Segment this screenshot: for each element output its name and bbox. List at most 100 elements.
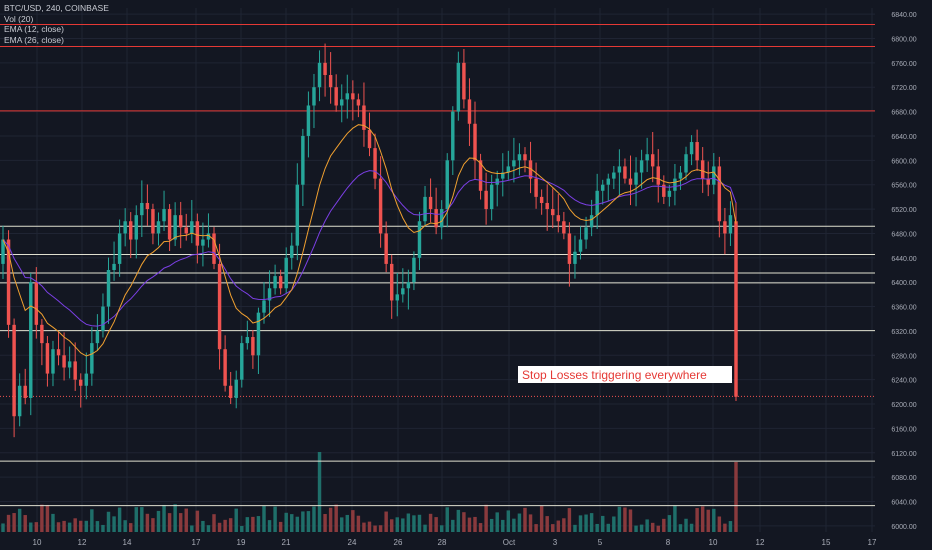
volume-bar — [712, 508, 716, 532]
chart-legend: BTC/USD, 240, COINBASE Vol (20) EMA (12,… — [4, 3, 109, 45]
indicator-ema-12[interactable]: EMA (12, close) — [4, 24, 64, 34]
time-tick-label: 17 — [868, 538, 877, 547]
price-tick-label: 6720.00 — [891, 85, 916, 92]
candle-body — [40, 324, 44, 344]
candle-body — [145, 202, 150, 210]
price-tick-label: 6800.00 — [891, 36, 916, 43]
candle-body — [345, 93, 350, 100]
annotation-box — [518, 366, 732, 383]
volume-bar — [695, 508, 699, 532]
time-tick-label: 5 — [598, 538, 603, 547]
volume-bar — [267, 520, 272, 532]
candle-body — [439, 209, 444, 228]
price-tick-label: 6840.00 — [891, 12, 916, 19]
candle-body — [501, 172, 505, 179]
volume-bar — [306, 511, 311, 532]
candle-body — [112, 263, 116, 270]
volume-bar — [634, 525, 638, 532]
price-tick-label: 6680.00 — [891, 110, 916, 117]
volume-bar — [728, 521, 733, 532]
candle-body — [295, 184, 300, 246]
candle-body — [251, 337, 255, 356]
price-axis[interactable]: 6000.00 6040.00 6080.00 6120.00 6160.00 6200.… — [875, 0, 932, 550]
candle-body — [34, 282, 39, 325]
candle-body — [573, 251, 577, 264]
volume-bar — [178, 513, 183, 532]
time-axis[interactable]: 10 12 14 17 19 21 24 26 28 Oct 3 5 8 10 12 15 17 — [33, 538, 877, 547]
candle-body — [712, 166, 716, 185]
volume-bar — [367, 521, 372, 532]
annotation-text: Stop Losses triggering everywhere — [522, 368, 707, 382]
candle-body — [601, 184, 605, 191]
volume-bar — [212, 514, 216, 532]
price-tick-label: 6760.00 — [891, 61, 916, 68]
time-tick-label: 24 — [348, 538, 357, 547]
candle-body — [351, 93, 355, 100]
volume-bar — [84, 520, 89, 532]
time-tick-label: 12 — [756, 538, 765, 547]
volume-bar — [417, 514, 422, 532]
volume-bar — [617, 506, 622, 532]
volume-bar — [140, 507, 144, 532]
time-tick-label: 10 — [709, 538, 718, 547]
ema-12-line — [2, 124, 737, 357]
candle-body — [489, 184, 494, 210]
candle-body — [101, 306, 105, 331]
candle-body — [534, 178, 538, 197]
volume-bar — [273, 506, 277, 532]
candle-body — [134, 215, 138, 240]
volume-bar — [373, 525, 377, 532]
price-tick-label: 6480.00 — [891, 231, 916, 238]
volume-bar — [639, 524, 644, 532]
indicator-ema-26[interactable]: EMA (26, close) — [4, 34, 64, 45]
candle-body — [340, 99, 344, 106]
candle-body — [290, 245, 294, 258]
candle-body — [106, 270, 111, 307]
candle-body — [545, 202, 549, 210]
price-tick-label: 6160.00 — [891, 426, 916, 433]
candle-body — [467, 99, 472, 124]
volume-bar — [317, 452, 322, 532]
volume-bar — [389, 519, 394, 532]
volume-bar — [645, 519, 649, 532]
candle-body — [523, 154, 527, 161]
volume-bar — [201, 520, 205, 532]
volume-bar — [223, 519, 227, 532]
candle-body — [190, 221, 194, 234]
price-tick-label: 6560.00 — [891, 183, 916, 190]
volume-bar — [156, 510, 161, 532]
candle-body — [623, 166, 627, 179]
volume-bar — [234, 508, 238, 532]
candle-body — [634, 172, 638, 185]
candle-body — [512, 160, 516, 167]
volume-bar — [362, 522, 366, 532]
volume-bar — [423, 524, 427, 532]
horizontal-levels[interactable]: $68236823.00$67876786.73$66816681.19$649… — [0, 19, 932, 520]
indicator-volume[interactable]: Vol (20) — [4, 13, 34, 24]
volume-bar — [489, 518, 494, 532]
candle-body — [717, 166, 722, 222]
candle-body — [689, 142, 694, 155]
volume-bar — [29, 522, 33, 532]
candle-body — [184, 227, 188, 234]
volume-bar — [173, 504, 177, 532]
candle-body — [234, 379, 238, 398]
volume-bar — [34, 522, 39, 532]
volume-bar — [723, 523, 727, 532]
candle-body — [323, 62, 327, 76]
volume-bar — [90, 509, 94, 532]
candle-body — [395, 294, 399, 301]
candle-body — [462, 62, 466, 100]
candle-body — [206, 233, 211, 240]
volume-bar — [145, 513, 150, 532]
candle-body — [84, 373, 89, 386]
candle-body — [267, 288, 272, 301]
volume-bar — [678, 524, 683, 532]
candle-body — [417, 221, 422, 258]
candle-body — [151, 209, 155, 234]
candle-body — [212, 233, 216, 264]
candle-body — [728, 215, 733, 234]
candle-body — [434, 209, 438, 228]
volume-bar — [434, 517, 438, 532]
